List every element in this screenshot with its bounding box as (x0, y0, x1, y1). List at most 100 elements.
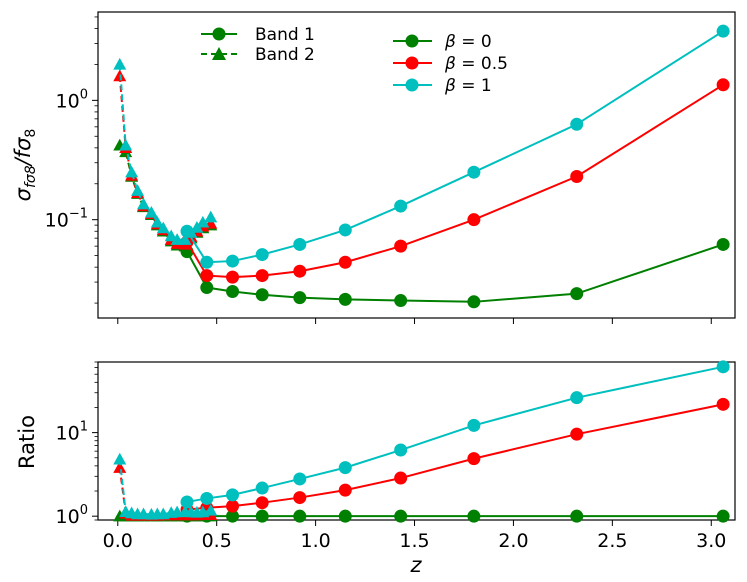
band2-point (125, 165, 139, 178)
band1-point (570, 170, 584, 184)
band2-point (131, 184, 145, 196)
y-tick-label: 100 (56, 87, 88, 112)
legend-beta-05-marker (405, 56, 419, 70)
legend-beta: β = 0 β = 0.5 β = 1 (393, 32, 508, 96)
band1-point (467, 295, 481, 309)
band1-point (200, 491, 214, 505)
bottom-plot-frame (97, 361, 736, 521)
legend-beta-0-marker (405, 34, 419, 48)
band1-point (180, 495, 194, 509)
band1-line-2 (186, 30, 724, 264)
x-tick-label: 1.5 (399, 530, 429, 552)
band1-line-1 (186, 83, 724, 279)
legend-beta-1: β = 1 (393, 76, 492, 96)
band1-point (570, 427, 584, 441)
band1-point (255, 269, 269, 283)
band1-point (716, 397, 730, 411)
band2-point (204, 210, 218, 223)
band1-point (200, 269, 214, 283)
band1-point (716, 360, 730, 374)
band1-point (226, 254, 240, 268)
band1-point (338, 483, 352, 497)
bottom-x-ticks: 0.0 0.5 1.0 1.5 2.0 2.5 3.0 (103, 520, 726, 552)
band1-point (180, 224, 194, 238)
legend-bands: Band 1 Band 2 (201, 25, 315, 65)
band1-point (255, 481, 269, 495)
band1-point (394, 294, 408, 308)
band1-point (226, 270, 240, 284)
band2-point (156, 221, 170, 234)
band2-point (144, 205, 158, 218)
band1-point (293, 264, 307, 278)
band1-line-2 (186, 365, 724, 503)
x-tick-label: 1.0 (300, 530, 330, 552)
band1-line-1 (186, 403, 724, 511)
band1-point (226, 285, 240, 299)
band1-point (293, 237, 307, 251)
legend-beta-05: β = 0.5 (393, 54, 508, 74)
x-axis-title: z (409, 553, 422, 577)
band1-point (467, 452, 481, 466)
band1-point (226, 499, 240, 513)
band1-point (467, 213, 481, 227)
band1-point (338, 292, 352, 306)
top-y-axis-title: σfσ8/fσ8 (11, 129, 39, 202)
band1-point (338, 461, 352, 475)
x-tick-label: 3.0 (696, 530, 726, 552)
x-tick-label: 0.0 (103, 530, 133, 552)
y-tick-label: 100 (56, 503, 88, 528)
band1-point (255, 509, 269, 523)
legend-band-2-marker (212, 47, 226, 60)
band1-point (200, 255, 214, 269)
band1-point (394, 471, 408, 485)
top-x-ticks (117, 318, 712, 324)
band1-point (394, 199, 408, 213)
band2-point (113, 57, 127, 70)
band1-point (467, 165, 481, 179)
band1-point (570, 509, 584, 523)
band1-point (255, 496, 269, 510)
legend-beta-0: β = 0 (393, 32, 492, 52)
top-series (113, 24, 730, 309)
legend-band-2: Band 2 (201, 45, 315, 65)
band1-line-0 (186, 243, 724, 303)
y-tick-label: 10−1 (45, 207, 88, 232)
top-plot-frame (97, 11, 736, 319)
band1-point (255, 288, 269, 302)
legend-band-1: Band 1 (201, 25, 315, 45)
band1-point (467, 509, 481, 523)
band1-point (338, 223, 352, 237)
band2-point (113, 452, 127, 465)
band2-point (137, 197, 150, 210)
band1-point (338, 255, 352, 269)
band2-point (113, 461, 127, 473)
band2-point (178, 233, 192, 245)
band1-point (293, 509, 307, 523)
band2-point (196, 215, 210, 228)
band2-line-2 (118, 459, 211, 516)
top-y-ticks: 100 10−1 (45, 16, 98, 304)
legend-beta-0-label: β = 0 (444, 32, 492, 52)
band2-line-2 (118, 64, 212, 241)
band1-point (716, 237, 730, 251)
band1-point (226, 488, 240, 502)
bottom-series (113, 360, 730, 523)
top-panel: 100 10−1 σfσ8/fσ8 Band 1 Band 2 β = 0 (11, 11, 736, 324)
band1-point (394, 443, 408, 457)
band1-point (467, 418, 481, 432)
band2-point (150, 215, 164, 228)
band2-point (119, 138, 133, 151)
band1-point (716, 509, 730, 523)
band1-point (200, 281, 214, 295)
band1-point (394, 239, 408, 253)
band1-point (255, 248, 269, 262)
bottom-panel: 0.0 0.5 1.0 1.5 2.0 2.5 3.0 100 101 Ratio z (15, 360, 736, 577)
band2-point (204, 503, 218, 516)
band1-point (570, 391, 584, 405)
band2-line-1 (118, 75, 212, 246)
y-tick-label: 101 (56, 420, 88, 445)
band1-point (394, 509, 408, 523)
bottom-y-axis-title: Ratio (15, 415, 39, 469)
band1-point (293, 491, 307, 505)
